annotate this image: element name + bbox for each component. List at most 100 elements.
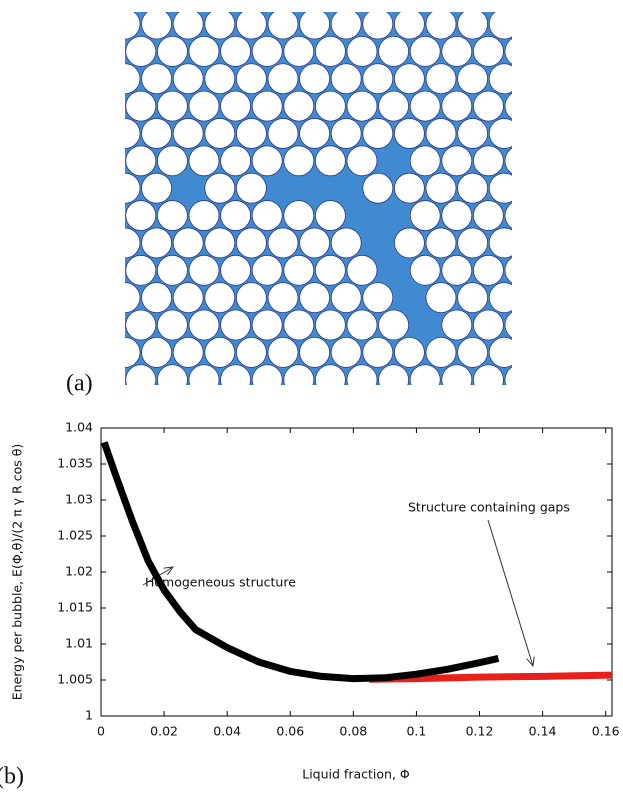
- bubble: [409, 254, 441, 286]
- bubble: [409, 364, 441, 385]
- bubble: [363, 392, 393, 422]
- bubble: [521, 64, 551, 94]
- bubble: [457, 227, 489, 259]
- bubble: [424, 12, 427, 13]
- bubble: [378, 90, 410, 122]
- bubble: [283, 90, 315, 122]
- bubble: [172, 12, 204, 40]
- x-tick-label: 0: [97, 724, 105, 739]
- bubble: [537, 0, 567, 12]
- bubble: [488, 118, 512, 149]
- bubble: [362, 118, 394, 149]
- bubble: [521, 228, 551, 258]
- bubble: [125, 172, 141, 204]
- bubble: [487, 12, 490, 13]
- bubble: [251, 364, 283, 385]
- x-tick-label: 0.1: [406, 724, 426, 739]
- bubble: [504, 92, 512, 120]
- bubble: [425, 227, 457, 259]
- bubble: [331, 392, 361, 422]
- bubble: [488, 172, 512, 204]
- bubble: [235, 227, 267, 259]
- bubble: [362, 282, 394, 314]
- bubble: [521, 118, 551, 148]
- bubble: [125, 12, 141, 40]
- bubble: [235, 63, 267, 95]
- bubble: [156, 200, 188, 231]
- bubble: [78, 64, 108, 94]
- bubble: [330, 118, 362, 149]
- bubble: [251, 254, 283, 286]
- bubble: [125, 309, 157, 341]
- bubble: [156, 35, 188, 67]
- bubble: [393, 227, 425, 259]
- bubble: [203, 12, 205, 13]
- bubble: [94, 36, 124, 66]
- bubble: [473, 364, 504, 385]
- bubble: [362, 336, 394, 368]
- bubble: [458, 392, 488, 422]
- bubble: [94, 310, 124, 340]
- bubble: [141, 12, 172, 40]
- bubble: [188, 145, 220, 177]
- bubble: [537, 365, 567, 395]
- bubble: [204, 63, 236, 95]
- bubble: [78, 392, 108, 422]
- bubble: [220, 90, 252, 122]
- bubble: [142, 392, 172, 422]
- bubble: [267, 336, 299, 368]
- bubble: [393, 118, 425, 149]
- bubble: [425, 336, 457, 368]
- bubble: [472, 35, 504, 67]
- bubble: [393, 63, 425, 95]
- bubble: [330, 12, 362, 40]
- bubble: [236, 12, 267, 40]
- bubble: [521, 9, 551, 39]
- bubble: [110, 392, 140, 422]
- bubble: [235, 172, 267, 204]
- bubble: [139, 12, 142, 13]
- bubble: [314, 35, 346, 67]
- y-tick-label: 1.035: [57, 456, 93, 471]
- panel-label: (a): [66, 371, 93, 397]
- bubble: [297, 12, 300, 13]
- bubble: [188, 254, 220, 286]
- bubble: [441, 254, 473, 286]
- bubble: [521, 337, 551, 367]
- bubble: [425, 12, 457, 40]
- bubble: [488, 282, 512, 314]
- bubble: [362, 172, 394, 204]
- y-tick-label: 1.025: [57, 528, 93, 543]
- bubble: [521, 173, 551, 203]
- bubble: [425, 63, 457, 95]
- bubble: [362, 63, 394, 95]
- bubble: [156, 254, 188, 286]
- bubble: [235, 282, 267, 314]
- bubble: [251, 35, 283, 67]
- bubble: [394, 12, 425, 40]
- bubble: [472, 309, 504, 341]
- bubble: [172, 63, 204, 95]
- bubble: [172, 282, 204, 314]
- bubble: [393, 336, 425, 368]
- bubble: [125, 200, 157, 231]
- plot-area: [101, 441, 612, 683]
- bubble: [172, 336, 204, 368]
- bubble: [141, 282, 173, 314]
- bubble: [314, 200, 346, 231]
- bubble: [125, 145, 157, 177]
- bubble: [267, 227, 299, 259]
- bubble: [472, 145, 504, 177]
- bubble: [346, 35, 378, 67]
- bubble: [472, 200, 504, 231]
- x-tick-label: 0.04: [213, 724, 241, 739]
- bubble: [251, 145, 283, 177]
- bubble: [141, 336, 173, 368]
- bubble: [504, 311, 512, 339]
- bubble: [346, 90, 378, 122]
- bubble: [537, 201, 567, 231]
- bubble: [299, 336, 331, 368]
- bubble: [234, 12, 237, 13]
- bubble: [204, 282, 236, 314]
- bubble: [220, 200, 252, 231]
